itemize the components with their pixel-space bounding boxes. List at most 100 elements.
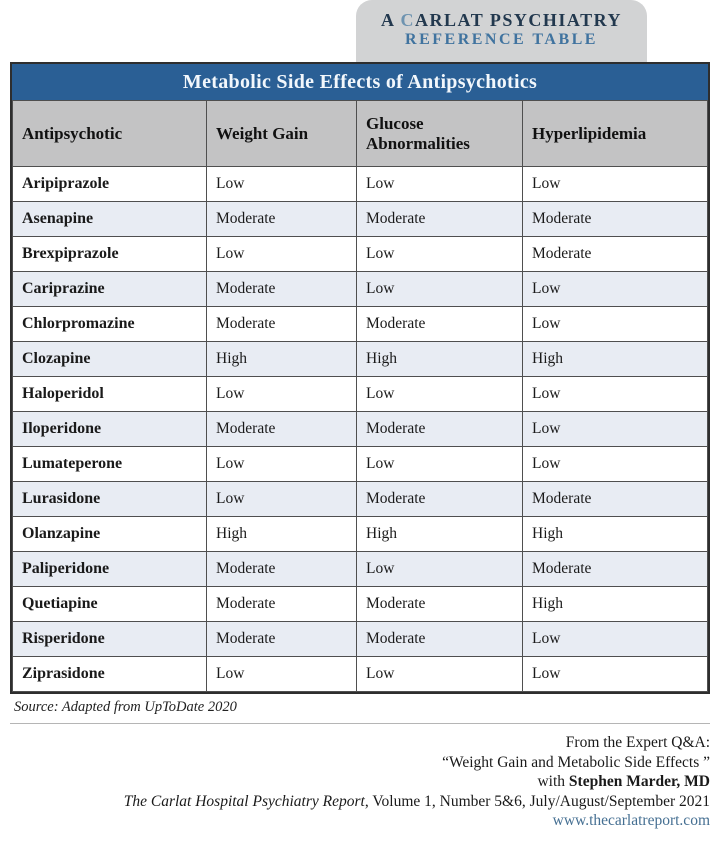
glucose-abnormalities-cell: Moderate	[356, 481, 523, 517]
glucose-abnormalities-cell: Moderate	[356, 306, 523, 342]
column-header-antipsychotic: Antipsychotic	[12, 100, 207, 167]
badge-title-rest: ARLAT PSYCHIATRY	[415, 10, 622, 30]
badge-title-prefix: A	[381, 10, 401, 30]
drug-name-cell: Risperidone	[12, 621, 207, 657]
drug-name-cell: Asenapine	[12, 201, 207, 237]
glucose-abnormalities-cell: Low	[356, 236, 523, 272]
table-row: Brexpiprazole Low Low Moderate	[12, 236, 708, 272]
weight-gain-cell: Moderate	[206, 306, 357, 342]
drug-name-cell: Haloperidol	[12, 376, 207, 412]
source-note: Source: Adapted from UpToDate 2020	[10, 694, 710, 724]
glucose-abnormalities-cell: Moderate	[356, 621, 523, 657]
footer-line-expert-qa: From the Expert Q&A:	[565, 734, 710, 751]
glucose-abnormalities-cell: Moderate	[356, 201, 523, 237]
footer-line-publication: The Carlat Hospital Psychiatry Report, V…	[0, 792, 710, 812]
hyperlipidemia-cell: Low	[522, 656, 708, 692]
column-header-weight-gain: Weight Gain	[206, 100, 357, 167]
weight-gain-cell: Moderate	[206, 271, 357, 307]
drug-name-cell: Aripiprazole	[12, 166, 207, 202]
hyperlipidemia-cell: Low	[522, 621, 708, 657]
hyperlipidemia-cell: Moderate	[522, 551, 708, 587]
table-row: Cariprazine Moderate Low Low	[12, 271, 708, 307]
table-row: Lumateperone Low Low Low	[12, 446, 708, 482]
glucose-abnormalities-cell: High	[356, 516, 523, 552]
footer-line-website: www.thecarlatreport.com	[0, 811, 710, 831]
glucose-abnormalities-cell: Low	[356, 656, 523, 692]
drug-name-cell: Iloperidone	[12, 411, 207, 447]
weight-gain-cell: Low	[206, 166, 357, 202]
drug-name-cell: Olanzapine	[12, 516, 207, 552]
glucose-abnormalities-cell: Low	[356, 271, 523, 307]
footer-author-prefix: with	[537, 773, 569, 790]
footer-line-article-title: “Weight Gain and Metabolic Side Effects …	[442, 753, 710, 771]
weight-gain-cell: Low	[206, 446, 357, 482]
drug-name-cell: Brexpiprazole	[12, 236, 207, 272]
table-row: Risperidone Moderate Moderate Low	[12, 621, 708, 657]
weight-gain-cell: Low	[206, 376, 357, 412]
metabolic-side-effects-table: Antipsychotic Weight Gain Glucose Abnorm…	[12, 100, 708, 692]
table-row: Ziprasidone Low Low Low	[12, 656, 708, 692]
footer-citation: From the Expert Q&A: “Weight Gain and Me…	[0, 733, 720, 831]
table-row: Clozapine High High High	[12, 341, 708, 377]
table-header-row: Antipsychotic Weight Gain Glucose Abnorm…	[12, 100, 708, 167]
drug-name-cell: Paliperidone	[12, 551, 207, 587]
glucose-abnormalities-cell: Low	[356, 166, 523, 202]
table-title: Metabolic Side Effects of Antipsychotics	[12, 64, 708, 100]
glucose-abnormalities-cell: Low	[356, 446, 523, 482]
column-header-hyperlipidemia: Hyperlipidemia	[522, 100, 708, 167]
hyperlipidemia-cell: High	[522, 341, 708, 377]
publication-issue: , Volume 1, Number 5&6, July/August/Sept…	[364, 792, 710, 810]
weight-gain-cell: Low	[206, 481, 357, 517]
drug-name-cell: Quetiapine	[12, 586, 207, 622]
table-row: Quetiapine Moderate Moderate High	[12, 586, 708, 622]
table-row: Olanzapine High High High	[12, 516, 708, 552]
weight-gain-cell: Low	[206, 236, 357, 272]
weight-gain-cell: Moderate	[206, 551, 357, 587]
hyperlipidemia-cell: High	[522, 586, 708, 622]
hyperlipidemia-cell: Moderate	[522, 201, 708, 237]
table-row: Lurasidone Low Moderate Moderate	[12, 481, 708, 517]
table-row: Paliperidone Moderate Low Moderate	[12, 551, 708, 587]
footer-author-name: Stephen Marder, MD	[568, 773, 710, 790]
glucose-abnormalities-cell: High	[356, 341, 523, 377]
weight-gain-cell: Low	[206, 656, 357, 692]
table-row: Aripiprazole Low Low Low	[12, 166, 708, 202]
table-row: Chlorpromazine Moderate Moderate Low	[12, 306, 708, 342]
hyperlipidemia-cell: Low	[522, 306, 708, 342]
carlat-reference-badge: A CARLAT PSYCHIATRY REFERENCE TABLE	[356, 0, 647, 62]
hyperlipidemia-cell: Moderate	[522, 236, 708, 272]
hyperlipidemia-cell: Low	[522, 446, 708, 482]
table-row: Haloperidol Low Low Low	[12, 376, 708, 412]
glucose-abnormalities-cell: Low	[356, 376, 523, 412]
footer-line-author: with Stephen Marder, MD	[0, 772, 710, 792]
hyperlipidemia-cell: Low	[522, 411, 708, 447]
weight-gain-cell: Moderate	[206, 621, 357, 657]
hyperlipidemia-cell: Low	[522, 166, 708, 202]
badge-title-line: A CARLAT PSYCHIATRY	[356, 10, 647, 31]
publication-title: The Carlat Hospital Psychiatry Report	[123, 792, 365, 810]
drug-name-cell: Clozapine	[12, 341, 207, 377]
drug-name-cell: Lumateperone	[12, 446, 207, 482]
weight-gain-cell: High	[206, 516, 357, 552]
glucose-abnormalities-cell: Low	[356, 551, 523, 587]
weight-gain-cell: Moderate	[206, 201, 357, 237]
drug-name-cell: Ziprasidone	[12, 656, 207, 692]
glucose-abnormalities-cell: Moderate	[356, 411, 523, 447]
glucose-abnormalities-cell: Moderate	[356, 586, 523, 622]
drug-name-cell: Lurasidone	[12, 481, 207, 517]
drug-name-cell: Chlorpromazine	[12, 306, 207, 342]
weight-gain-cell: High	[206, 341, 357, 377]
hyperlipidemia-cell: Low	[522, 376, 708, 412]
weight-gain-cell: Moderate	[206, 411, 357, 447]
column-header-glucose-abnormalities: Glucose Abnormalities	[356, 100, 523, 167]
drug-name-cell: Cariprazine	[12, 271, 207, 307]
badge-title-accent-letter: C	[400, 10, 416, 30]
badge-subtitle: REFERENCE TABLE	[405, 31, 598, 48]
table-row: Asenapine Moderate Moderate Moderate	[12, 201, 708, 237]
metabolic-table-container: Metabolic Side Effects of Antipsychotics…	[10, 62, 710, 694]
hyperlipidemia-cell: Moderate	[522, 481, 708, 517]
hyperlipidemia-cell: High	[522, 516, 708, 552]
website-link[interactable]: www.thecarlatreport.com	[552, 812, 710, 829]
document-content: Metabolic Side Effects of Antipsychotics…	[0, 62, 720, 831]
weight-gain-cell: Moderate	[206, 586, 357, 622]
